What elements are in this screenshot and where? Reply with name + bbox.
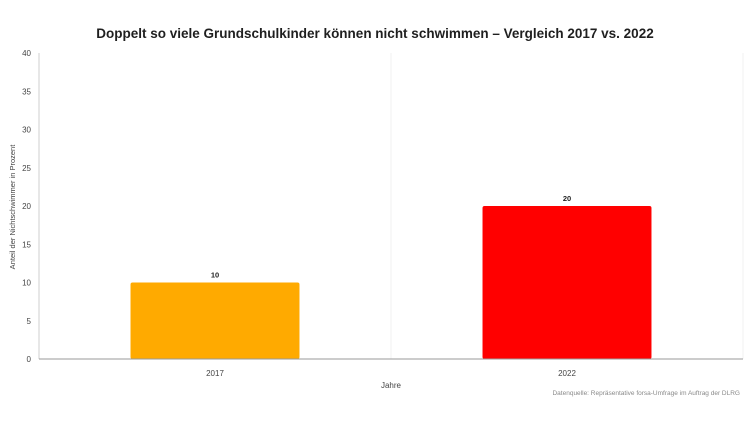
y-tick-label: 15: [22, 240, 31, 249]
source-note: Datenquelle: Repräsentative forsa-Umfrag…: [552, 390, 740, 397]
y-tick-label: 35: [22, 87, 31, 96]
chart-title: Doppelt so viele Grundschulkinder können…: [96, 26, 654, 41]
x-tick-label: 2017: [206, 369, 224, 378]
data-label: 10: [211, 271, 219, 280]
x-tick-label: 2022: [558, 369, 576, 378]
x-axis-label: Jahre: [381, 381, 402, 390]
bar: [482, 206, 652, 359]
y-tick-label: 25: [22, 164, 31, 173]
y-axis-label: Anteil der Nichtschwimmer in Prozent: [8, 144, 17, 270]
y-tick-label: 0: [27, 355, 32, 364]
y-tick-label: 40: [22, 49, 31, 58]
y-tick-label: 30: [22, 126, 31, 135]
y-tick-label: 5: [27, 317, 32, 326]
data-label: 20: [563, 194, 571, 203]
y-tick-label: 20: [22, 202, 31, 211]
bar: [130, 282, 300, 359]
y-tick-label: 10: [22, 279, 31, 288]
